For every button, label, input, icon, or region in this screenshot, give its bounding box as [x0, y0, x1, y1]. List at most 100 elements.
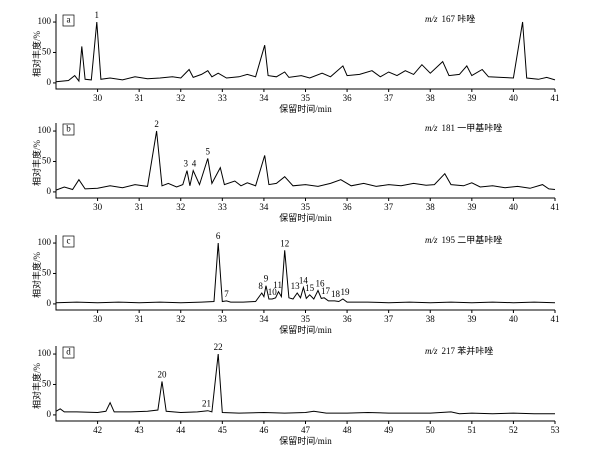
- ion-text: 217 苯并咔唑: [442, 345, 494, 356]
- x-tick-label: 34: [259, 202, 269, 212]
- x-tick-label: 34: [259, 93, 269, 103]
- x-tick-label: 40: [509, 202, 519, 212]
- x-axis-label: 保留时间/min: [279, 435, 332, 446]
- x-tick-label: 38: [426, 314, 436, 324]
- peak-label: 14: [299, 276, 309, 286]
- x-tick-label: 39: [467, 93, 477, 103]
- ion-text: 181 一甲基咔唑: [442, 122, 503, 133]
- x-tick-label: 42: [93, 425, 102, 435]
- peak-label: 21: [202, 399, 211, 409]
- trace-line: [55, 21, 556, 83]
- peak-label: 11: [273, 280, 282, 290]
- x-tick-label: 36: [343, 202, 353, 212]
- ion-prefix: m/z: [425, 14, 438, 24]
- peak-label: 1: [95, 10, 100, 20]
- y-tick-label: 0: [47, 186, 52, 196]
- ion-text: 167 咔唑: [442, 13, 476, 24]
- x-tick-label: 39: [467, 314, 477, 324]
- panel-label: c: [67, 236, 71, 246]
- x-tick-label: 35: [301, 314, 311, 324]
- x-tick-label: 51: [467, 425, 476, 435]
- ion-prefix: m/z: [425, 123, 438, 133]
- x-tick-label: 41: [551, 314, 560, 324]
- ion-label: m/z 195 二甲基咔唑: [425, 234, 502, 245]
- x-tick-label: 38: [426, 93, 436, 103]
- peak-label: 17: [321, 286, 331, 296]
- ion-prefix: m/z: [425, 346, 438, 356]
- x-tick-label: 36: [343, 93, 353, 103]
- x-tick-label: 36: [343, 314, 353, 324]
- x-tick-label: 30: [93, 93, 103, 103]
- x-tick-label: 40: [509, 93, 519, 103]
- ion-label: m/z 181 一甲基咔唑: [425, 122, 502, 133]
- x-tick-label: 30: [93, 314, 103, 324]
- x-tick-label: 47: [301, 425, 311, 435]
- y-tick-label: 0: [47, 298, 52, 308]
- x-axis-label: 保留时间/min: [279, 103, 332, 114]
- peak-label: 2: [154, 119, 159, 129]
- x-tick-label: 41: [551, 93, 560, 103]
- panel-label: d: [66, 347, 71, 357]
- x-tick-label: 53: [551, 425, 561, 435]
- axes: [55, 346, 555, 422]
- x-tick-label: 40: [509, 314, 519, 324]
- ion-label: m/z 217 苯并咔唑: [425, 345, 493, 356]
- trace-line: [55, 353, 555, 415]
- x-tick-label: 37: [384, 202, 394, 212]
- panel-label-box: [62, 235, 75, 248]
- x-tick-label: 43: [135, 425, 145, 435]
- peak-label: 8: [258, 281, 263, 291]
- peak-label: 6: [216, 231, 221, 241]
- y-tick-label: 100: [38, 237, 52, 247]
- y-tick-label: 100: [38, 16, 52, 26]
- peak-label: 13: [291, 281, 301, 291]
- x-tick-label: 38: [426, 202, 436, 212]
- x-tick-label: 34: [259, 314, 269, 324]
- panel-label-box: [62, 14, 75, 27]
- x-tick-label: 52: [509, 425, 518, 435]
- x-axis-label: 保留时间/min: [279, 212, 332, 223]
- peak-label: 16: [316, 279, 326, 289]
- peak-label: 19: [341, 287, 351, 297]
- y-tick-label: 50: [42, 156, 52, 166]
- peak-label: 15: [305, 283, 315, 293]
- x-tick-label: 37: [384, 314, 394, 324]
- peak-label: 22: [214, 342, 223, 352]
- peak-label: 20: [158, 369, 168, 379]
- peak-label: 12: [280, 238, 289, 248]
- y-axis-label: 相对丰度/%: [31, 30, 42, 77]
- y-tick-label: 50: [42, 379, 52, 389]
- x-tick-label: 35: [301, 202, 311, 212]
- peak-label: 5: [206, 146, 211, 156]
- x-tick-label: 31: [135, 314, 144, 324]
- x-tick-label: 33: [218, 314, 228, 324]
- peak-label: 4: [192, 159, 197, 169]
- peak-label: 3: [183, 159, 188, 169]
- x-tick-label: 32: [176, 93, 185, 103]
- y-tick-label: 100: [38, 125, 52, 135]
- y-axis-label: 相对丰度/%: [31, 251, 42, 298]
- x-tick-label: 30: [93, 202, 103, 212]
- ion-prefix: m/z: [425, 235, 438, 245]
- x-tick-label: 46: [259, 425, 269, 435]
- x-tick-label: 33: [218, 202, 228, 212]
- panel-label-box: [62, 123, 75, 136]
- x-tick-label: 32: [176, 202, 185, 212]
- ion-label: m/z 167 咔唑: [425, 13, 475, 24]
- y-tick-label: 0: [47, 409, 52, 419]
- panel-label: a: [67, 15, 71, 25]
- trace-line: [55, 242, 556, 304]
- y-tick-label: 50: [42, 268, 52, 278]
- trace-line: [55, 130, 556, 191]
- x-tick-label: 31: [135, 93, 144, 103]
- x-tick-label: 37: [384, 93, 394, 103]
- x-tick-label: 39: [467, 202, 477, 212]
- y-axis-label: 相对丰度/%: [31, 362, 42, 409]
- x-tick-label: 50: [426, 425, 436, 435]
- panel-label-box: [62, 346, 75, 359]
- y-tick-label: 50: [42, 47, 52, 57]
- x-tick-label: 48: [343, 425, 353, 435]
- x-axis-label: 保留时间/min: [279, 324, 332, 335]
- y-tick-label: 100: [38, 348, 52, 358]
